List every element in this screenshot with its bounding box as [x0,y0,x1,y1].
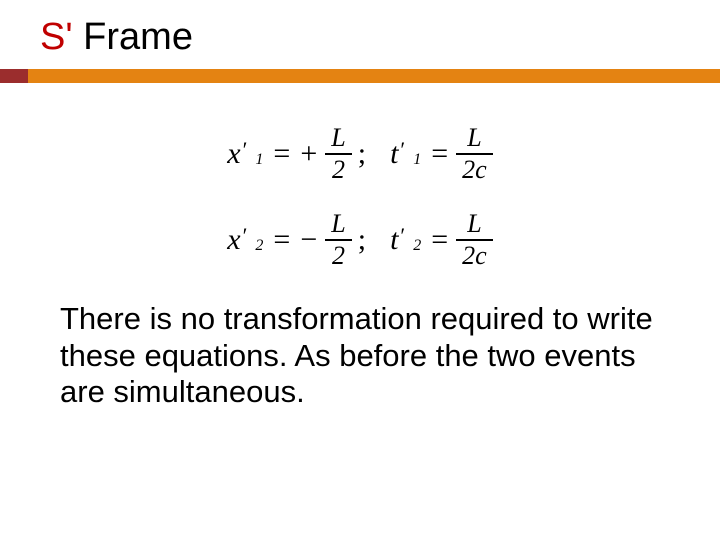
eq1-x-var: x [227,137,240,171]
eq2-frac2-num: L [461,209,487,239]
semicolon: ; [358,223,370,257]
eq1-x-prime: ′ [243,137,248,163]
eq2-frac1-den: 2 [326,241,351,271]
rule-right [28,69,720,83]
eq1-sign: + [298,137,319,171]
slide: S' Frame x′1 = + L 2 ; [0,0,720,540]
eq1-frac1-den: 2 [326,155,351,185]
eq2-x-sub: 2 [255,237,263,255]
eq1-x-sub: 1 [255,151,263,169]
eq2-x-var: x [227,223,240,257]
content-area: x′1 = + L 2 ; t′1 = L 2c [0,83,720,411]
eq1-frac2-num: L [461,123,487,153]
eq2-t-part: t′ 2 = L 2c [390,209,493,271]
equals-sign: = [429,223,450,257]
eq2-t-sub: 2 [413,237,421,255]
eq2-frac1: L 2 [325,209,351,271]
eq2-frac2-den: 2c [456,241,493,271]
eq1-t-sub: 1 [413,151,421,169]
eq1-frac1: L 2 [325,123,351,185]
eq2-sign: − [298,223,319,257]
title-rule [0,69,720,83]
title-rest: Frame [73,16,193,58]
eq1-frac1-num: L [325,123,351,153]
eq2-x-part: x′ 2 = − L 2 ; [227,209,370,271]
equation-block: x′1 = + L 2 ; t′1 = L 2c [60,123,660,271]
eq1-frac2-den: 2c [456,155,493,185]
equals-sign: = [271,137,292,171]
eq1-x-part: x′ 1 = + L 2 ; [227,123,370,185]
title-accent: S' [40,16,73,58]
equation-row-2: x′2 = − L 2 ; t′2 = L 2c [60,209,660,271]
eq1-t-part: t′ 1 = L 2c [390,123,493,185]
eq2-x-prime: ′ [243,223,248,249]
eq2-frac2: L 2c [456,209,493,271]
eq2-t-var: t [390,223,398,257]
eq1-frac2: L 2c [456,123,493,185]
semicolon: ; [358,137,370,171]
slide-title: S' Frame [40,16,720,59]
title-area: S' Frame [0,0,720,59]
equals-sign: = [271,223,292,257]
body-paragraph: There is no transformation required to w… [60,301,660,411]
equals-sign: = [429,137,450,171]
equation-row-1: x′1 = + L 2 ; t′1 = L 2c [60,123,660,185]
eq1-t-prime: ′ [400,137,405,163]
eq1-t-var: t [390,137,398,171]
rule-left [0,69,28,83]
eq2-t-prime: ′ [400,223,405,249]
eq2-frac1-num: L [325,209,351,239]
